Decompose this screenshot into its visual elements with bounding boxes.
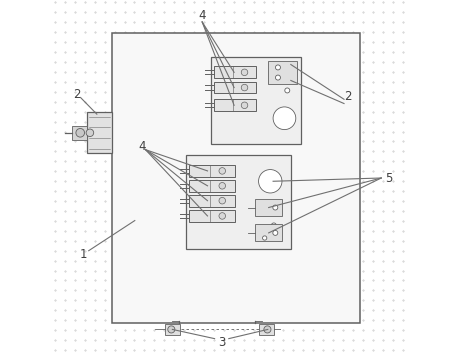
Bar [214, 82, 257, 93]
Bar [189, 210, 235, 222]
Bar [214, 67, 257, 78]
Circle shape [273, 107, 296, 130]
Text: 4: 4 [138, 140, 146, 153]
Bar [72, 126, 87, 140]
Circle shape [271, 204, 276, 209]
Bar [189, 180, 235, 192]
Bar [268, 61, 297, 84]
Bar [255, 224, 282, 241]
Circle shape [219, 198, 226, 204]
Circle shape [241, 102, 248, 109]
Circle shape [241, 84, 248, 91]
Circle shape [219, 183, 226, 189]
Circle shape [219, 213, 226, 219]
Bar [214, 99, 257, 111]
Bar [87, 112, 112, 153]
Circle shape [259, 169, 282, 193]
Circle shape [241, 69, 248, 75]
Circle shape [264, 326, 271, 333]
Bar [211, 57, 301, 144]
Bar [112, 33, 360, 323]
Text: 5: 5 [385, 172, 392, 184]
Bar [259, 324, 274, 335]
Circle shape [276, 75, 281, 80]
Bar [189, 165, 235, 177]
Text: 2: 2 [344, 90, 351, 103]
Circle shape [273, 205, 278, 210]
Bar [189, 195, 235, 206]
Bar [186, 155, 291, 249]
Circle shape [86, 129, 94, 137]
Text: 3: 3 [218, 336, 225, 349]
Circle shape [271, 223, 276, 228]
Circle shape [285, 88, 290, 93]
Circle shape [219, 168, 226, 174]
Circle shape [168, 326, 175, 333]
Circle shape [273, 230, 278, 235]
Bar [255, 199, 282, 216]
Circle shape [276, 65, 281, 70]
Circle shape [262, 236, 267, 240]
Text: 2: 2 [73, 88, 81, 101]
Text: 4: 4 [198, 9, 206, 22]
Bar [165, 324, 180, 335]
Circle shape [76, 129, 84, 137]
Text: 1: 1 [79, 248, 87, 261]
